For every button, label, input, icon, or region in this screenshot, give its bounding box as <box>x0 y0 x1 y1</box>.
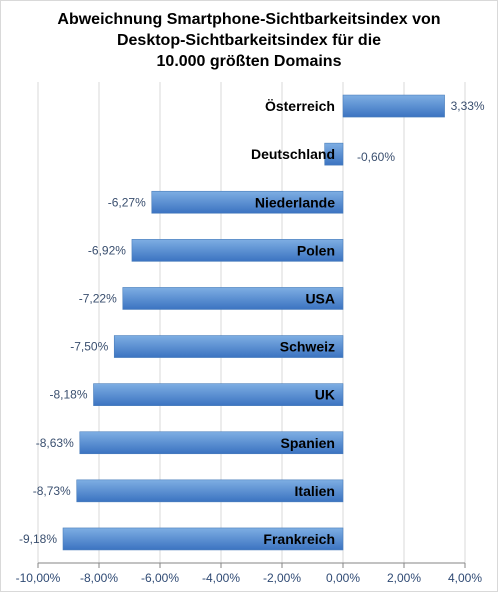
category-label: Italien <box>295 483 335 499</box>
x-tick-label: 4,00% <box>448 571 482 585</box>
value-label: -0,60% <box>357 150 395 164</box>
category-label: Schweiz <box>280 339 335 355</box>
value-label: -6,27% <box>108 195 146 209</box>
value-label: -7,22% <box>79 291 117 305</box>
bar <box>122 287 344 310</box>
category-label: Spanien <box>281 435 335 451</box>
category-label: Niederlande <box>255 194 335 210</box>
value-label: -8,73% <box>33 484 71 498</box>
bar <box>131 239 344 262</box>
bars <box>62 94 445 551</box>
value-label: 3,33% <box>451 99 485 113</box>
x-tick-label: -8,00% <box>80 571 118 585</box>
x-tick-label: 2,00% <box>387 571 421 585</box>
bar <box>79 431 344 455</box>
value-label: -8,18% <box>49 388 87 402</box>
value-label: -9,18% <box>19 532 57 546</box>
bar <box>113 335 344 358</box>
category-label: Österreich <box>265 98 335 114</box>
x-tick-label: 0,00% <box>326 571 360 585</box>
x-tick-label: -2,00% <box>263 571 301 585</box>
value-label: -6,92% <box>88 243 126 257</box>
bar <box>93 383 344 406</box>
chart-title-line: 10.000 größten Domains <box>156 53 342 70</box>
bar <box>76 479 344 503</box>
x-axis: -10,00% -8,00% -6,00% -4,00% -2,00% 0,00% 2,00… <box>16 562 482 585</box>
bar <box>324 142 344 166</box>
chart-title-line: Desktop-Sichtbarkeitsindex für die <box>116 32 382 49</box>
x-tick-label: -4,00% <box>202 571 240 585</box>
bar <box>62 527 344 551</box>
value-label: -7,50% <box>70 340 108 354</box>
category-label: Polen <box>297 242 335 258</box>
chart-title: Abweichnung Smartphone-Sichtbarkeitsinde… <box>0 9 498 72</box>
labels: Österreich 3,33% Deutschland -0,60% Niederla… <box>19 98 485 547</box>
bar <box>342 94 445 118</box>
category-label: Deutschland <box>251 146 335 162</box>
category-label: USA <box>305 290 335 306</box>
bar <box>151 190 344 214</box>
x-tick-label: -6,00% <box>141 571 179 585</box>
category-label: Frankreich <box>263 531 335 547</box>
x-tick-label: -10,00% <box>16 571 61 585</box>
category-label: UK <box>315 387 335 403</box>
chart-title-line: Abweichnung Smartphone-Sichtbarkeitsinde… <box>57 11 441 28</box>
value-label: -8,63% <box>36 436 74 450</box>
